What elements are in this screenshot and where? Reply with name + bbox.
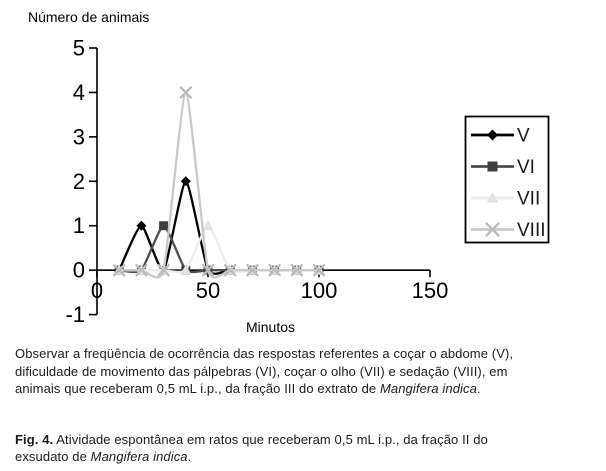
legend-box <box>464 115 550 244</box>
x-tick-label: 100 <box>301 278 338 303</box>
x-marker <box>224 263 237 277</box>
diamond-marker <box>136 220 147 231</box>
text-line: animais que receberam 0,5 mL i.p., da fr… <box>15 381 481 396</box>
legend-label: V <box>517 126 530 147</box>
legend-label: VI <box>517 157 535 178</box>
y-tick-label: 0 <box>73 258 85 283</box>
y-tick-label: 5 <box>73 36 85 61</box>
legend-label: VII <box>517 189 540 210</box>
x-marker <box>290 263 303 277</box>
x-tick-label: 150 <box>412 278 449 303</box>
y-tick-label: -1 <box>65 302 85 327</box>
triangle-marker <box>486 192 499 203</box>
x-tick-label: 0 <box>91 278 103 303</box>
text-line: exsudato de Mangifera indica. <box>15 449 192 464</box>
legend-entry-VIII: VIII <box>471 220 546 241</box>
x-marker <box>246 263 259 277</box>
figure-caption: Fig. 4. Atividade espontânea em ratos qu… <box>15 431 600 465</box>
text-line: Observar a freqüência de ocorrência das … <box>15 346 514 361</box>
series-line <box>119 224 319 274</box>
series-line <box>118 180 319 275</box>
x-marker <box>268 263 281 277</box>
legend-entry-VII: VII <box>471 189 540 210</box>
series-line <box>119 91 319 279</box>
triangle-marker <box>202 220 214 231</box>
x-axis-title: Minutos <box>246 319 295 335</box>
x-marker <box>157 263 170 277</box>
triangle-marker <box>180 264 192 275</box>
x-marker <box>312 263 326 277</box>
figure-description: Observar a freqüência de ocorrência das … <box>15 345 600 398</box>
diamond-marker <box>487 129 498 141</box>
text-line: dificuldade de movimento das pálpebras (… <box>15 363 508 379</box>
y-axis-title: Número de animais <box>28 9 149 25</box>
x-marker <box>201 263 215 277</box>
square-marker <box>159 221 169 231</box>
text-line: Fig. 4. Atividade espontânea em ratos qu… <box>15 432 488 447</box>
y-tick-label: 2 <box>73 169 85 194</box>
series-VIII <box>113 86 326 279</box>
y-tick-label: 4 <box>73 80 85 105</box>
x-marker <box>113 263 126 277</box>
x-marker <box>485 222 500 237</box>
square-marker <box>487 161 498 172</box>
y-tick-label: 3 <box>73 124 85 149</box>
legend-entry-V: V <box>471 126 530 147</box>
x-tick-label: 50 <box>196 278 220 303</box>
x-marker <box>179 86 192 99</box>
legend-entry-VI: VI <box>471 157 535 178</box>
legend: V VI VII VIII <box>464 115 550 244</box>
x-marker <box>135 263 148 277</box>
diamond-marker <box>180 176 191 187</box>
y-tick-label: 1 <box>73 213 85 238</box>
legend-label: VIII <box>517 220 546 241</box>
